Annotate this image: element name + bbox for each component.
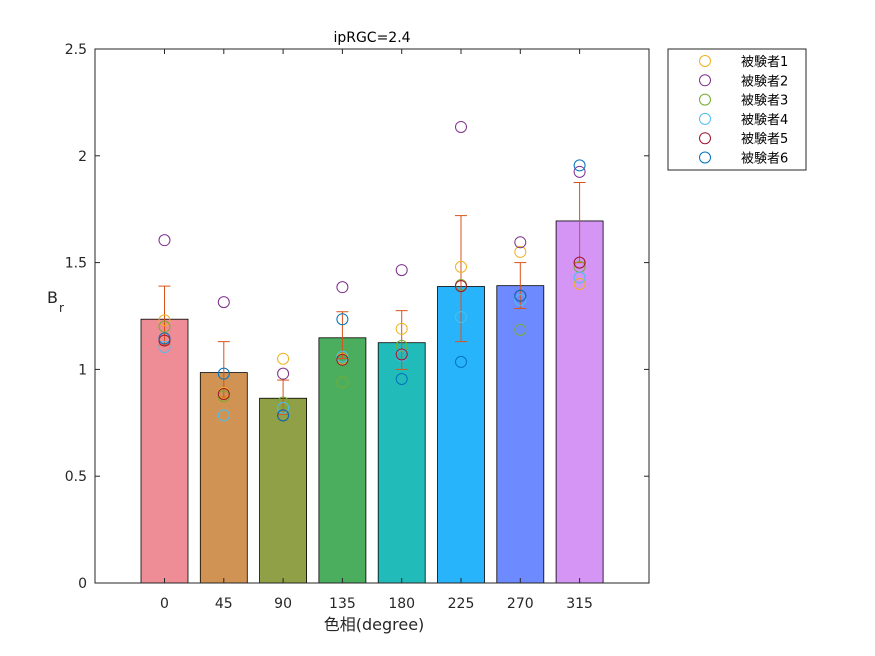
point-subject3-270	[514, 323, 527, 336]
point-subject3-135	[336, 376, 349, 389]
legend: 被験者1 被験者2 被験者3 被験者4 被験者5 被験者6	[667, 48, 807, 171]
legend-marker	[699, 74, 711, 87]
point-subject1-90	[277, 352, 290, 365]
legend-label: 被験者4	[741, 113, 788, 128]
point-subject5-315	[573, 256, 586, 269]
point-subject4-225	[455, 311, 467, 324]
x-tick-label: 315	[566, 596, 593, 612]
point-subject3-0	[158, 320, 171, 333]
y-ticks-group: 0 0.5 1 1.5 2 2.5	[65, 42, 649, 592]
y-tick-label: 0	[78, 576, 87, 592]
legend-marker	[699, 151, 711, 164]
point-subject4-270	[514, 293, 527, 306]
legend-marker	[699, 55, 711, 67]
x-tick-label: 270	[507, 596, 534, 612]
legend-label: 被験者1	[741, 55, 788, 70]
y-tick-label: 2.5	[65, 42, 87, 58]
point-subject4-45	[217, 409, 230, 422]
chart-title: ipRGC=2.4	[333, 30, 410, 46]
point-subject2-180	[395, 264, 408, 277]
legend-item-2: 被験者2	[699, 74, 788, 89]
point-subject2-90	[277, 367, 290, 380]
point-subject1-180	[395, 322, 408, 335]
y-tick-label: 2	[78, 149, 87, 165]
legend-item-1: 被験者1	[699, 55, 788, 70]
plot-frame	[94, 48, 650, 584]
bar-180	[377, 342, 426, 584]
point-subject1-0	[158, 314, 171, 327]
legend-label: 被験者6	[741, 152, 788, 167]
point-subject5-135	[336, 353, 349, 366]
y-tick-label: 0.5	[65, 469, 87, 485]
point-subject1-225	[455, 260, 467, 273]
point-subject5-180	[395, 348, 408, 361]
point-subject6-270	[514, 289, 527, 302]
x-ticks-group: 0 45 90 135 180 225 270 315	[160, 49, 593, 612]
point-subject2-225	[455, 120, 467, 133]
point-subject2-135	[336, 281, 349, 294]
legend-item-6: 被験者6	[699, 151, 788, 167]
legend-label: 被験者2	[741, 74, 788, 89]
y-axis-label-sub: r	[59, 301, 64, 315]
point-subject6-315	[573, 159, 586, 172]
point-subject3-180	[395, 339, 408, 352]
point-subject6-180	[395, 373, 408, 386]
x-tick-label: 45	[215, 596, 233, 612]
legend-item-5: 被験者5	[699, 132, 788, 147]
legend-marker	[699, 132, 711, 145]
legend-item-3: 被験者3	[699, 93, 788, 109]
legend-items: 被験者1 被験者2 被験者3 被験者4 被験者5 被験者6	[699, 55, 788, 167]
y-tick-label: 1	[78, 362, 87, 378]
bar-90	[259, 397, 308, 584]
point-subject4-315	[573, 271, 586, 284]
x-axis-label: 色相(degree)	[324, 615, 425, 634]
point-subject4-90	[277, 401, 290, 414]
point-subject2-0	[158, 234, 171, 247]
point-subject6-45	[217, 367, 230, 380]
x-tick-label: 180	[388, 596, 415, 612]
point-subject4-135	[336, 350, 349, 363]
x-tick-label: 90	[274, 596, 292, 612]
legend-box	[667, 48, 807, 171]
legend-label: 被験者5	[741, 132, 788, 147]
bar-315	[555, 220, 604, 584]
legend-label: 被験者3	[741, 94, 788, 109]
bar-45	[199, 372, 248, 584]
x-tick-label: 0	[160, 596, 169, 612]
point-subject6-225	[455, 355, 467, 368]
point-subject4-0	[158, 340, 171, 353]
bar-270	[496, 285, 545, 584]
bar-135	[318, 337, 367, 584]
errorbar-225	[455, 215, 467, 343]
bar-0	[140, 318, 189, 584]
point-subject2-270	[514, 236, 527, 249]
y-tick-label: 1.5	[65, 256, 87, 272]
point-subject6-0	[158, 332, 171, 345]
point-subject1-270	[514, 245, 527, 258]
x-tick-label: 135	[329, 596, 356, 612]
point-subject2-315	[573, 165, 586, 178]
point-subject6-135	[336, 313, 349, 326]
point-subject5-45	[217, 387, 230, 400]
points-group	[158, 120, 586, 422]
x-tick-label: 225	[448, 596, 475, 612]
point-subject3-90	[277, 396, 290, 409]
point-subject6-90	[277, 409, 290, 422]
legend-marker	[699, 112, 711, 125]
y-axis-label: Br	[47, 288, 64, 315]
legend-marker	[699, 93, 711, 106]
point-subject1-315	[573, 277, 586, 290]
point-subject2-45	[217, 296, 230, 309]
y-axis-label-main: B	[47, 288, 58, 307]
point-subject5-225	[455, 280, 467, 293]
legend-item-4: 被験者4	[699, 112, 788, 128]
